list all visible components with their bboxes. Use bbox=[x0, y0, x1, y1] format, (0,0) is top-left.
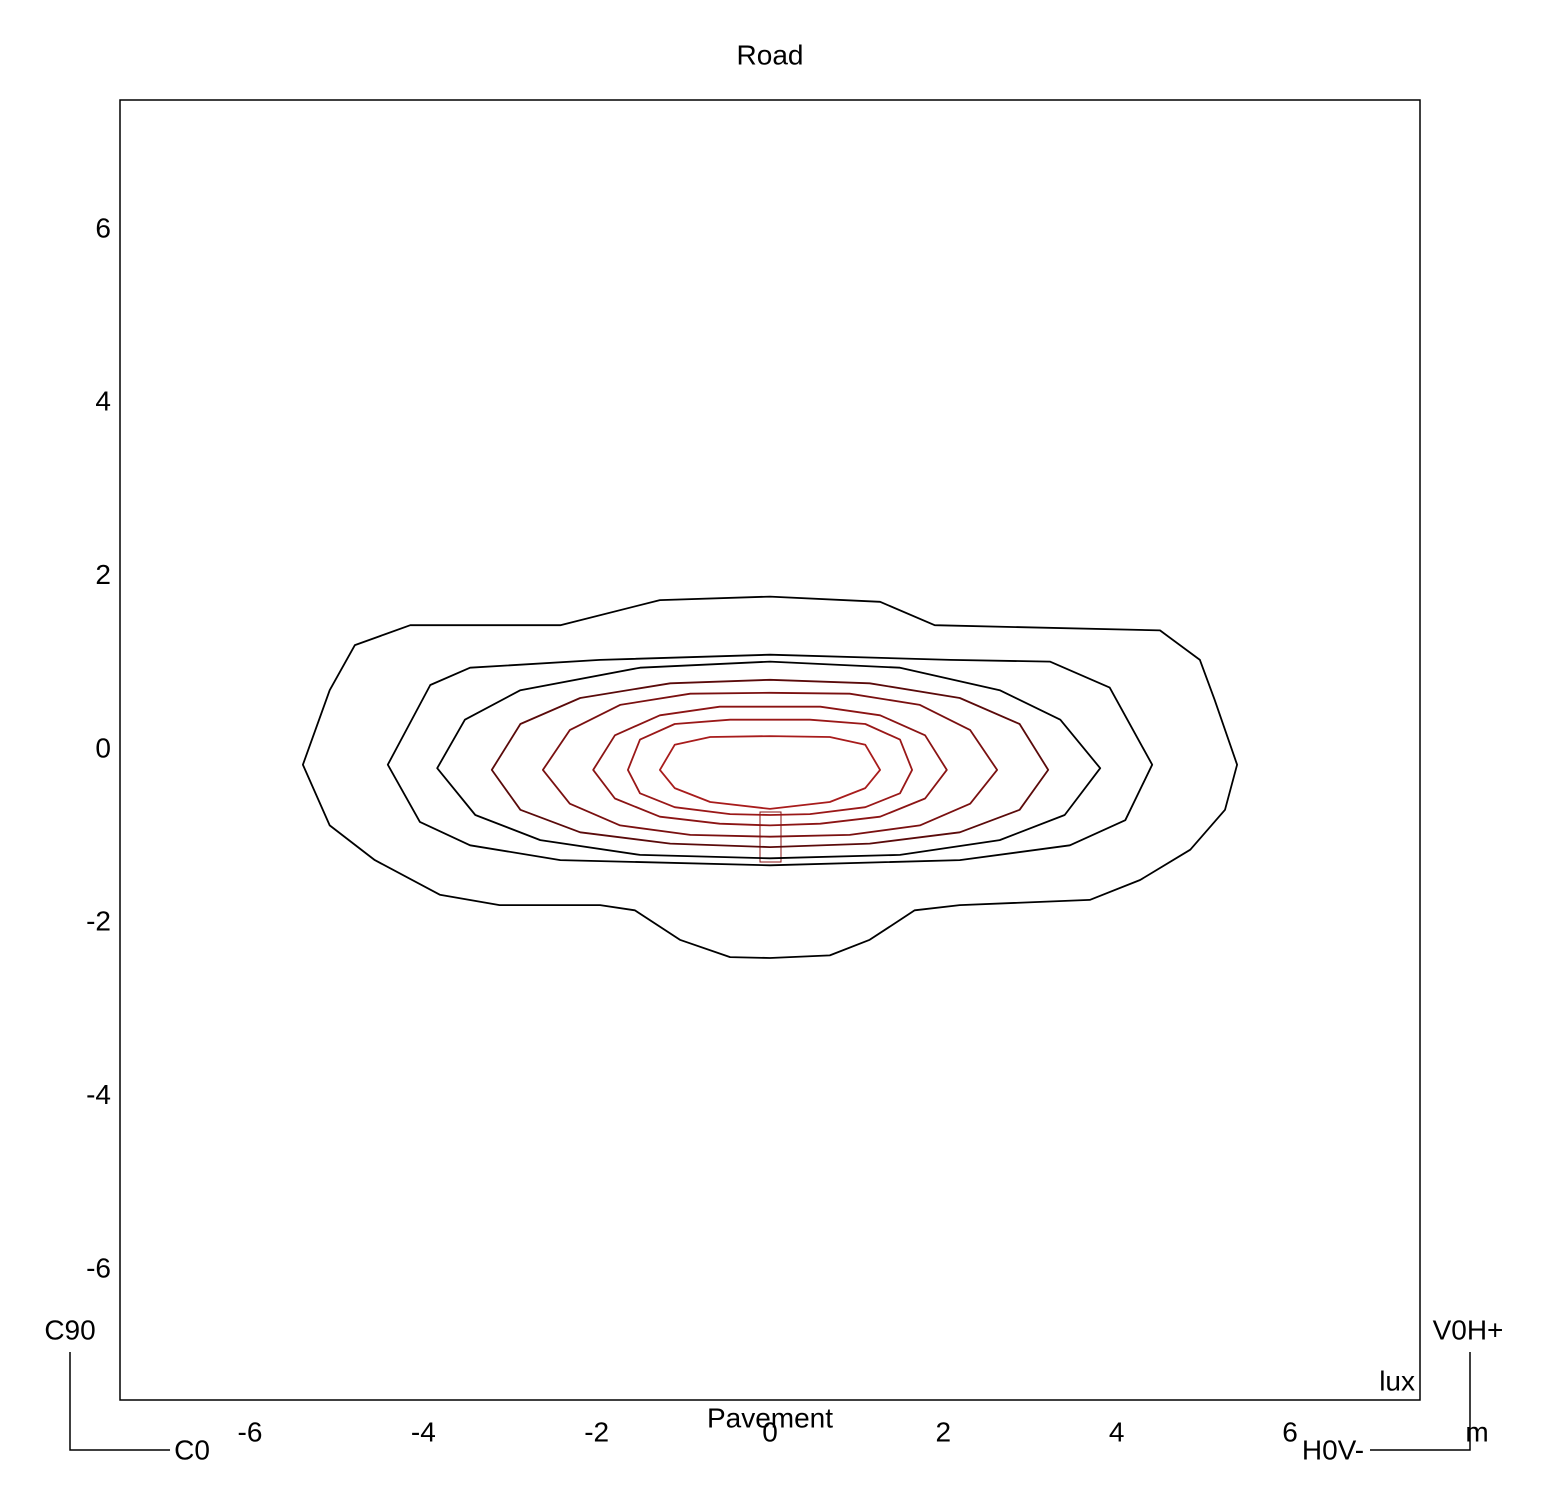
contour-line bbox=[627, 718, 913, 816]
y-tick-label: -2 bbox=[86, 906, 111, 937]
x-tick-label: 0 bbox=[762, 1416, 778, 1447]
contour-line bbox=[386, 653, 1154, 867]
y-tick-label: -6 bbox=[86, 1252, 111, 1283]
x-tick-label: -6 bbox=[238, 1416, 263, 1447]
contour-line bbox=[436, 660, 1102, 860]
axis-unit: m bbox=[1465, 1416, 1488, 1447]
corner-label: C90 bbox=[44, 1314, 95, 1345]
y-tick-label: -4 bbox=[86, 1079, 111, 1110]
y-tick-label: 0 bbox=[95, 732, 111, 763]
x-tick-label: 4 bbox=[1109, 1416, 1125, 1447]
plot-frame bbox=[119, 99, 1421, 1401]
corner-label: H0V- bbox=[1302, 1434, 1364, 1465]
y-tick-label: 6 bbox=[95, 212, 111, 243]
y-tick-label: 2 bbox=[95, 559, 111, 590]
contour-line bbox=[542, 691, 998, 838]
unit-label: lux bbox=[1379, 1365, 1415, 1396]
corner-label: V0H+ bbox=[1433, 1314, 1504, 1345]
corner-label: C0 bbox=[174, 1434, 210, 1465]
contour-line bbox=[490, 678, 1050, 848]
chart-title: Road bbox=[737, 39, 804, 70]
x-tick-label: -2 bbox=[584, 1416, 609, 1447]
orientation-axis bbox=[1370, 1352, 1471, 1451]
y-tick-label: 4 bbox=[95, 386, 111, 417]
x-tick-label: -4 bbox=[411, 1416, 436, 1447]
x-tick-label: 2 bbox=[936, 1416, 952, 1447]
contour-line bbox=[659, 735, 881, 810]
contour-line bbox=[592, 705, 948, 827]
orientation-axis bbox=[69, 1352, 170, 1451]
bottom-label: Pavement bbox=[707, 1402, 833, 1433]
contour-line bbox=[302, 595, 1238, 959]
x-tick-label: 6 bbox=[1282, 1416, 1298, 1447]
